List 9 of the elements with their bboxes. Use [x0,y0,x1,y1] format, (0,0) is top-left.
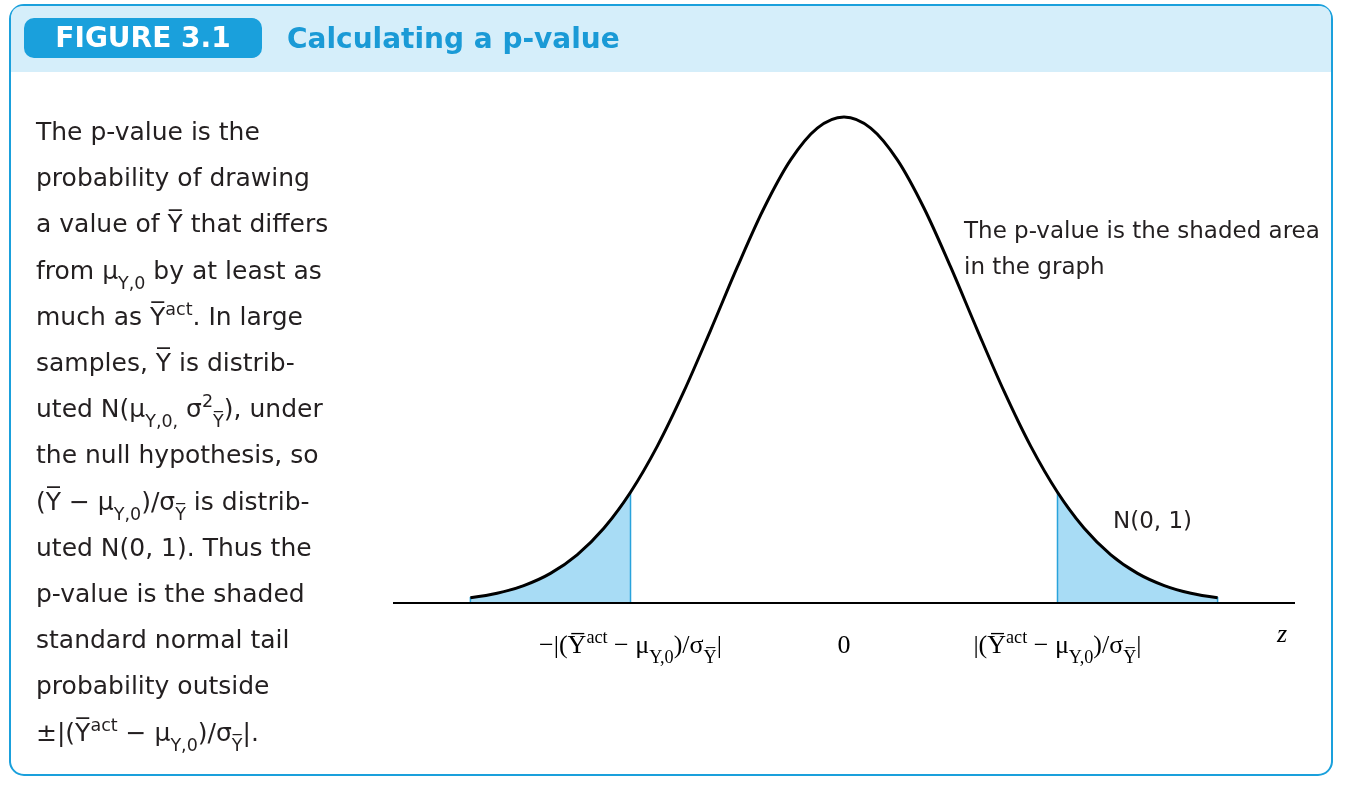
chart-subtitle: Calculating a p-value [287,22,620,55]
text: The p-value is the probability of drawing a value of Y̅ that differs from μ$_{Y,0}$ by at least as much as Y̅$^{act}$. In large samples, Y̅ is distrib- uted N(μ$_{Y,0,}$ σ$^{2}$$_{Y̅}$), under the null hypothesis, so (Y̅ − μ$_{Y,0}$)/σ$_{Y̅}$ is distrib- uted N(0, 1). Thus the p-value is the shaded standard normal tail probability outside ±|(Y̅$^{act}$ − μ$_{Y,0}$)/σ$_{Y̅}$|. [36,117,329,755]
text: FIGURE 3.1 [55,21,231,54]
x-tick-label: 0 [837,630,851,659]
x-tick-label: −|(Y̅$^{act}$ − μ$_{Y,0}$)/σ$_{Y̅}$| [539,627,722,667]
annotation: N(0, 1) [1113,507,1193,533]
x-axis-title: z [1275,619,1288,648]
annotation: The p-value is the shaded area in the graph [963,217,1320,279]
x-tick-label: |(Y̅$^{act}$ − μ$_{Y,0}$)/σ$_{Y̅}$| [973,627,1142,667]
